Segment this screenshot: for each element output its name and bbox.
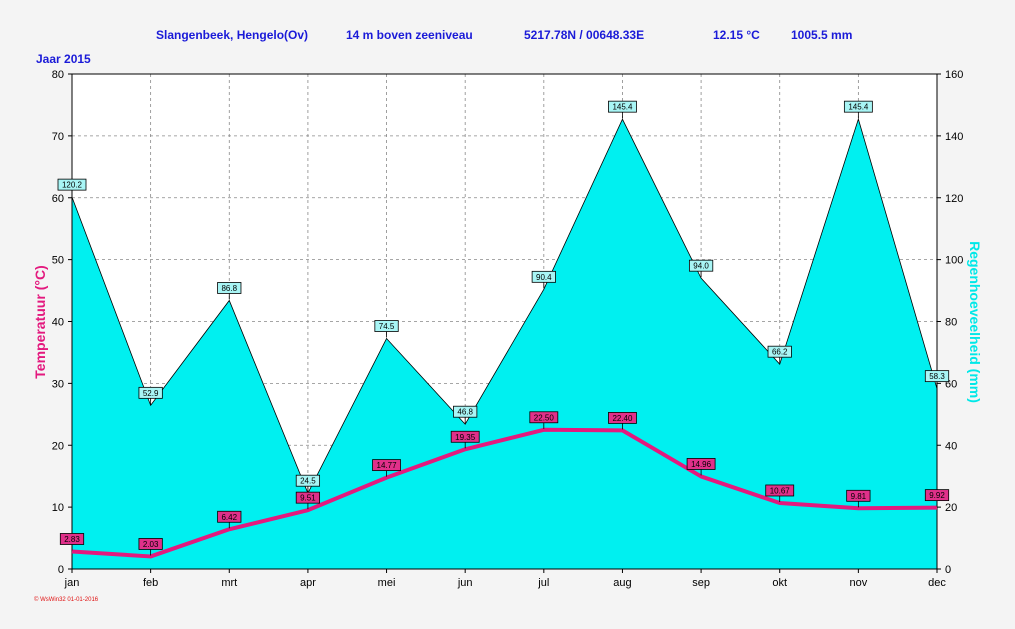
rain-data-label-group: 24.5 [295, 474, 321, 493]
temp-data-label-group: 14.96 [686, 458, 716, 476]
rain-data-label-group: 52.9 [138, 386, 163, 405]
y2-tick-label: 80 [945, 317, 957, 329]
y2-tick-label: 0 [945, 564, 951, 576]
rain-data-label: 58.3 [929, 372, 945, 381]
y-tick-label: 80 [52, 69, 64, 81]
y-tick-label: 20 [52, 440, 64, 452]
x-tick-label: apr [300, 577, 316, 589]
total-rain-text: 1005.5 mm [791, 28, 853, 42]
y2-tick-label: 100 [945, 255, 963, 267]
y-tick-label: 60 [52, 193, 64, 205]
temp-data-label: 19.35 [455, 433, 476, 442]
x-tick-label: feb [143, 577, 158, 589]
data-labels: 120.2 52.9 86.8 24.5 74.5 46.8 90.4 145.4 94.0 66… [57, 100, 950, 556]
x-tick-label: dec [928, 577, 946, 589]
rain-data-label: 66.2 [772, 348, 788, 357]
temp-data-label: 2.03 [143, 540, 159, 549]
temp-data-label-group: 9.92 [924, 489, 950, 507]
avg-temp-text: 12.15 °C [713, 28, 760, 42]
x-tick-label: sep [692, 577, 710, 589]
axes: 01020304050607080020406080100120140160ja… [52, 69, 964, 589]
rain-data-label-group: 94.0 [688, 259, 714, 278]
rain-data-label: 94.0 [693, 262, 709, 271]
temp-data-label-group: 6.42 [217, 510, 242, 529]
temp-data-label-group: 22.40 [608, 411, 637, 430]
temp-data-label: 9.92 [929, 491, 945, 500]
y2-tick-label: 20 [945, 502, 957, 514]
x-tick-label: mrt [221, 577, 237, 589]
temp-data-label-group: 2.03 [138, 538, 163, 556]
rain-data-label: 24.5 [300, 477, 316, 486]
temp-data-label: 14.77 [377, 461, 398, 470]
rain-data-label: 86.8 [221, 284, 237, 293]
temp-data-label-group: 2.83 [59, 533, 85, 551]
temp-data-label-group: 14.77 [372, 459, 401, 477]
coordinates-text: 5217.78N / 00648.33E [524, 28, 645, 42]
temp-data-label: 9.51 [300, 494, 316, 503]
y2-tick-label: 40 [945, 440, 957, 452]
rain-data-label-group: 145.4 [843, 100, 873, 119]
rain-data-label-group: 145.4 [608, 100, 637, 119]
y2-tick-label: 120 [945, 193, 963, 205]
x-tick-label: okt [772, 577, 787, 589]
x-tick-label: aug [613, 577, 631, 589]
rain-data-label: 145.4 [612, 103, 633, 112]
temp-data-label: 22.40 [612, 414, 633, 423]
temp-data-label-group: 10.67 [765, 484, 795, 502]
elevation-text: 14 m boven zeeniveau [346, 28, 473, 42]
rain-data-label-group: 90.4 [531, 270, 556, 289]
year-label: Jaar 2015 [36, 52, 91, 66]
temp-data-label: 6.42 [221, 513, 237, 522]
y-tick-label: 30 [52, 378, 64, 390]
y-tick-label: 10 [52, 502, 64, 514]
y-tick-label: 40 [52, 317, 64, 329]
rain-data-label-group: 86.8 [217, 282, 242, 300]
temperature-line-layer [71, 427, 938, 559]
y2-axis-title: Regenhoeveelheid (mm) [967, 241, 983, 403]
rain-data-label-group: 46.8 [453, 405, 478, 424]
temp-data-label-group: 19.35 [450, 430, 480, 449]
rain-data-label: 120.2 [62, 181, 83, 190]
rain-data-label: 52.9 [143, 389, 159, 398]
rain-data-label: 145.4 [848, 103, 869, 112]
y2-tick-label: 160 [945, 69, 963, 81]
copyright-footer: © WsWin32 01-01-2016 [34, 597, 99, 603]
rain-data-label-group: 66.2 [767, 345, 792, 364]
temp-data-label: 14.96 [691, 460, 712, 469]
temperature-line [71, 427, 938, 559]
x-tick-label: jul [537, 577, 549, 589]
temp-data-label: 2.83 [64, 535, 80, 544]
rain-data-label: 74.5 [379, 322, 395, 331]
x-tick-label: mei [378, 577, 396, 589]
temp-data-label-group: 9.51 [295, 491, 321, 510]
y-tick-label: 0 [58, 564, 64, 576]
rain-data-label: 46.8 [457, 408, 473, 417]
rain-data-label-group: 120.2 [57, 178, 87, 197]
y2-tick-label: 140 [945, 131, 963, 143]
temp-data-label: 10.67 [770, 486, 791, 495]
temp-data-label-group: 22.50 [529, 411, 559, 429]
rain-area-layer [71, 117, 938, 569]
rain-data-label-group: 74.5 [374, 320, 399, 338]
temp-data-label: 22.50 [534, 413, 555, 422]
station-name: Slangenbeek, Hengelo(Ov) [156, 28, 309, 42]
rain-data-label: 90.4 [536, 273, 552, 282]
y-tick-label: 50 [52, 255, 64, 267]
y-axis-title: Temperatuur (°C) [32, 265, 48, 378]
rain-area [72, 119, 937, 569]
x-tick-label: nov [849, 577, 867, 589]
y-tick-label: 70 [52, 131, 64, 143]
rain-outline [71, 117, 938, 495]
rain-data-label-group: 58.3 [924, 370, 950, 388]
temp-data-label-group: 9.81 [846, 489, 871, 508]
x-tick-label: jan [64, 577, 80, 589]
x-tick-label: jun [457, 577, 473, 589]
temp-data-label: 9.81 [851, 492, 867, 501]
